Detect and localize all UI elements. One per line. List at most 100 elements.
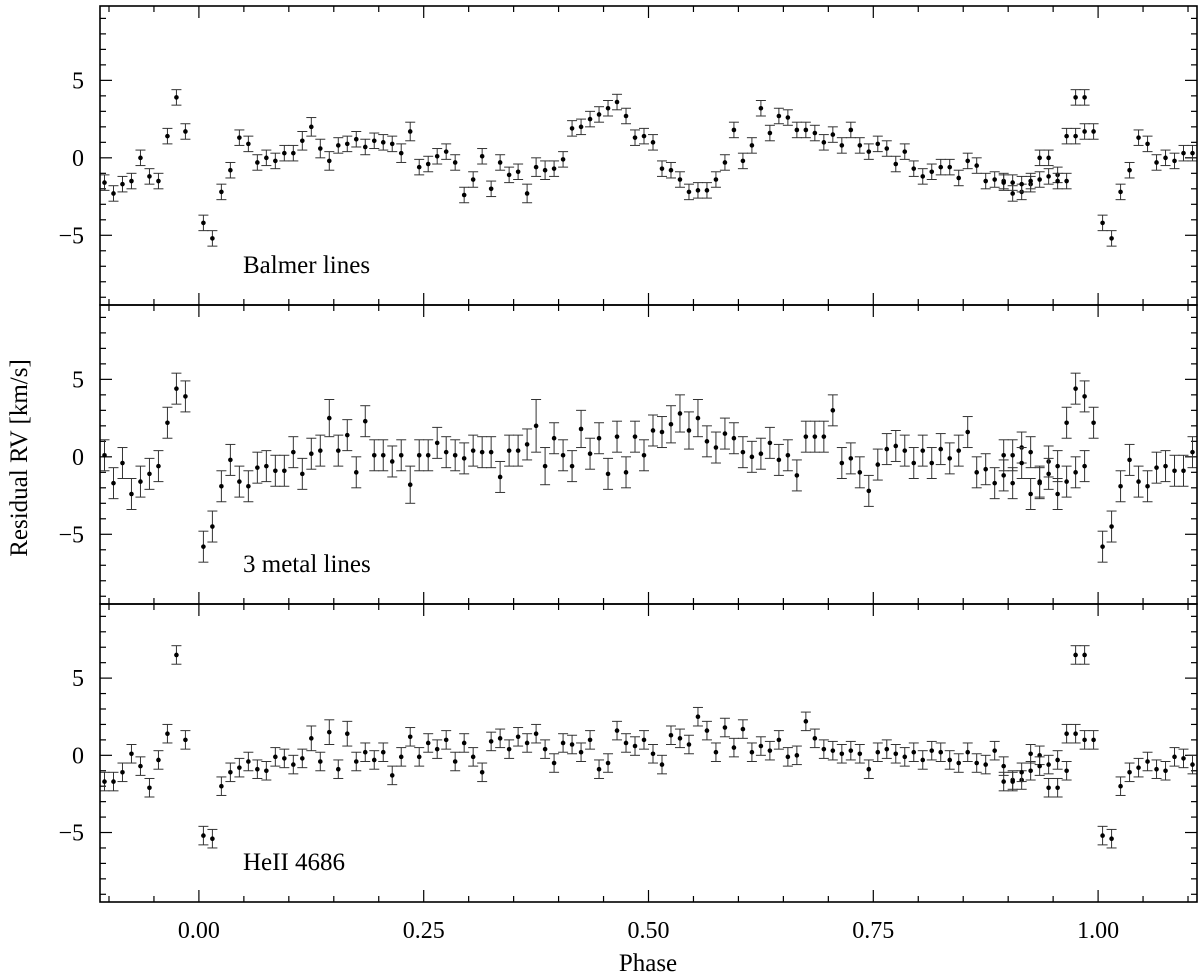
point-marker — [884, 146, 890, 151]
point-marker — [371, 452, 377, 458]
point-marker — [1010, 779, 1015, 784]
point-marker — [659, 166, 665, 171]
data-point — [1025, 436, 1036, 469]
point-marker — [1001, 473, 1006, 478]
data-point — [225, 443, 236, 476]
point-marker — [129, 178, 134, 184]
data-point — [944, 750, 955, 770]
data-point — [1070, 372, 1081, 405]
data-point — [1052, 750, 1063, 770]
data-point — [899, 747, 910, 767]
data-point — [171, 372, 182, 405]
data-point — [234, 465, 245, 498]
point-marker — [740, 726, 746, 732]
data-point — [674, 171, 685, 188]
data-point — [1007, 439, 1018, 472]
data-point — [441, 143, 452, 160]
data-point — [279, 748, 290, 769]
point-marker — [129, 751, 134, 757]
point-marker — [1001, 452, 1006, 458]
data-point — [692, 182, 703, 199]
point-marker — [920, 757, 926, 763]
data-point — [621, 733, 632, 753]
data-point — [297, 130, 308, 151]
data-point — [980, 172, 991, 190]
point-marker — [776, 737, 782, 743]
data-point — [890, 744, 901, 764]
point-marker — [641, 452, 647, 458]
point-marker — [120, 460, 125, 466]
point-marker — [713, 749, 719, 755]
data-point — [387, 765, 398, 786]
data-point — [791, 459, 802, 492]
point-marker — [767, 748, 773, 753]
data-point — [270, 152, 281, 170]
data-point — [459, 186, 470, 204]
x-tick-label: 0.50 — [628, 918, 670, 944]
point-marker — [893, 443, 899, 449]
point-marker — [839, 751, 845, 757]
data-point — [1169, 152, 1180, 170]
point-marker — [228, 457, 233, 463]
point-marker — [344, 731, 350, 736]
data-point — [243, 751, 254, 772]
data-point — [117, 762, 128, 783]
point-marker — [542, 463, 548, 469]
data-point — [270, 747, 281, 767]
point-marker — [452, 759, 458, 764]
point-marker — [884, 746, 890, 752]
point-marker — [515, 169, 521, 175]
data-point — [1124, 161, 1135, 179]
data-point — [324, 399, 335, 438]
data-point — [513, 434, 524, 467]
point-marker — [1046, 762, 1051, 767]
point-marker — [1028, 449, 1033, 455]
data-point — [558, 151, 569, 168]
point-marker — [300, 756, 305, 761]
point-marker — [470, 754, 476, 760]
data-point — [1088, 406, 1099, 439]
data-point — [665, 725, 676, 746]
point-marker — [1190, 762, 1195, 767]
data-point — [1124, 443, 1135, 476]
data-point — [135, 756, 146, 776]
y-tick-label: −5 — [58, 821, 84, 847]
point-marker — [1109, 236, 1114, 241]
point-marker — [632, 434, 638, 439]
data-point — [998, 771, 1009, 792]
data-point — [701, 425, 712, 458]
point-marker — [866, 766, 872, 772]
point-marker — [174, 386, 179, 391]
data-point — [989, 171, 1000, 188]
data-point — [791, 121, 802, 139]
point-marker — [785, 754, 791, 760]
data-point — [162, 406, 173, 439]
point-marker — [443, 149, 449, 154]
data-point — [414, 158, 425, 176]
data-point — [234, 757, 245, 778]
data-point — [603, 457, 614, 490]
point-marker — [434, 746, 440, 752]
data-point — [459, 733, 470, 753]
point-marker — [614, 728, 620, 733]
data-point — [728, 422, 739, 455]
data-point — [1034, 465, 1045, 498]
data-point — [423, 733, 434, 753]
point-marker — [560, 452, 566, 458]
point-marker — [407, 482, 413, 488]
point-marker — [1019, 181, 1024, 187]
data-point — [1043, 149, 1054, 167]
data-point — [297, 457, 308, 490]
data-point — [540, 447, 551, 486]
point-marker — [1109, 836, 1114, 841]
data-point — [1151, 154, 1162, 171]
data-point — [890, 429, 901, 462]
point-marker — [335, 766, 341, 772]
data-point — [1079, 380, 1090, 413]
data-point — [1178, 748, 1189, 769]
data-point — [917, 168, 928, 185]
point-marker — [120, 181, 125, 187]
point-marker — [237, 765, 242, 770]
point-marker — [1064, 133, 1069, 139]
data-point — [818, 134, 829, 151]
